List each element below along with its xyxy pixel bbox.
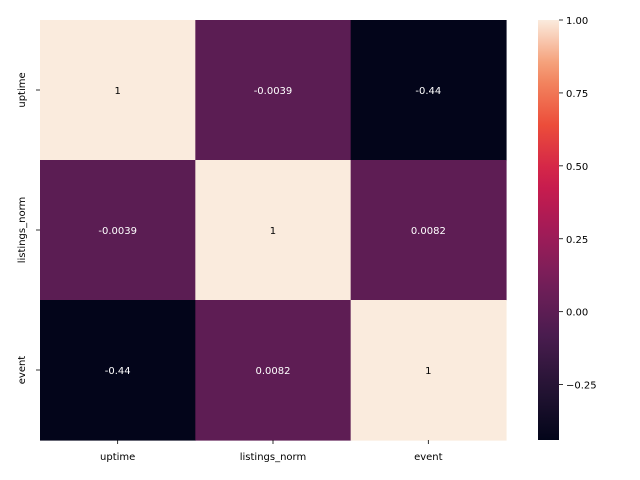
- colorbar-tick-label: 0.25: [566, 235, 588, 246]
- heatmap-annotations: 1 -0.0039 -0.44 -0.0039 1 0.0082 -0.44 0.0082 1: [98, 86, 445, 377]
- heatmap-cell-1-1: [195, 160, 352, 301]
- x-axis: uptime listings_norm event: [100, 440, 443, 463]
- cell-annotation-0-0: 1: [114, 86, 120, 97]
- x-tick-label-uptime: uptime: [100, 452, 135, 463]
- heatmap-cells: [40, 20, 507, 441]
- heatmap-cell-1-2: [350, 160, 507, 301]
- x-tick-label-listings_norm: listings_norm: [240, 452, 307, 463]
- colorbar-gradient: [538, 20, 559, 440]
- colorbar-tick-label: 0.50: [566, 162, 588, 173]
- y-tick-label-listings_norm: listings_norm: [17, 197, 28, 264]
- colorbar: −0.25 0.00 0.25 0.50 0.75 1.00: [538, 16, 597, 440]
- heatmap-cell-2-1: [195, 300, 352, 441]
- cell-annotation-0-1: -0.0039: [254, 86, 293, 97]
- heatmap-cell-2-2: [350, 300, 507, 441]
- colorbar-tick-label: 0.00: [566, 308, 588, 319]
- cell-annotation-1-0: -0.0039: [98, 226, 137, 237]
- x-tick-label-event: event: [414, 452, 443, 463]
- cell-annotation-2-0: -0.44: [105, 366, 131, 377]
- cell-annotation-1-1: 1: [270, 226, 276, 237]
- colorbar-tick-label: 0.75: [566, 89, 588, 100]
- y-tick-label-uptime: uptime: [17, 72, 28, 107]
- cell-annotation-1-2: 0.0082: [411, 226, 446, 237]
- cell-annotation-2-2: 1: [425, 366, 431, 377]
- heatmap-cell-1-0: [40, 160, 196, 301]
- y-tick-label-event: event: [17, 356, 28, 385]
- heatmap-cell-0-1: [195, 20, 352, 161]
- cell-annotation-0-2: -0.44: [415, 86, 441, 97]
- heatmap-cell-0-2: [350, 20, 507, 161]
- heatmap-cell-2-0: [40, 300, 196, 441]
- colorbar-tick-label: −0.25: [566, 381, 597, 392]
- heatmap-cell-0-0: [40, 20, 196, 161]
- colorbar-tick-label: 1.00: [566, 16, 588, 27]
- cell-annotation-2-1: 0.0082: [255, 366, 290, 377]
